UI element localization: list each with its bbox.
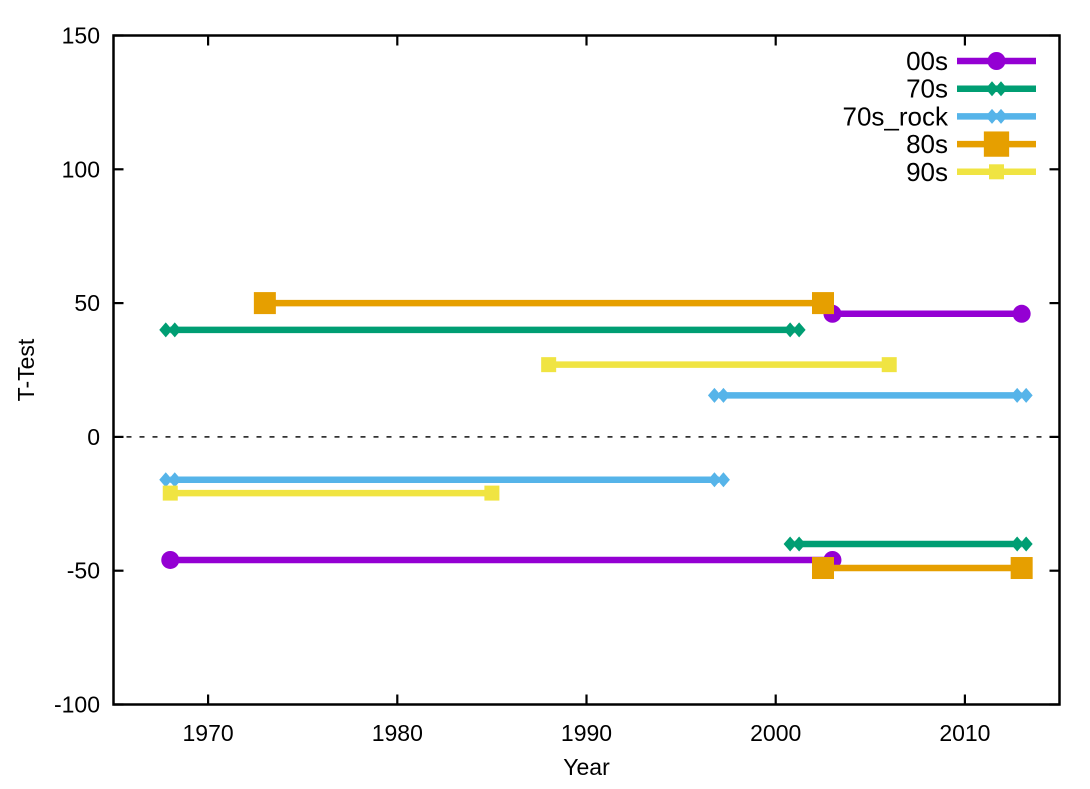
legend-label-00s: 00s: [906, 46, 948, 76]
marker-double-diamond: [783, 536, 806, 552]
marker-small-square: [541, 357, 557, 373]
marker-square: [983, 131, 1010, 157]
y-tick-label: -100: [54, 692, 100, 718]
x-tick-label: 1980: [372, 720, 423, 746]
y-axis-label: T-Test: [13, 338, 39, 401]
marker-double-diamond: [1010, 387, 1033, 403]
y-tick-label: 50: [74, 290, 100, 316]
legend-label-90s: 90s: [906, 157, 948, 187]
x-tick-label: 1970: [183, 720, 234, 746]
marker-square: [812, 557, 834, 580]
marker-double-diamond: [783, 322, 806, 338]
marker-square: [812, 292, 834, 315]
marker-double-diamond: [985, 108, 1008, 124]
plot-border: [112, 34, 1061, 706]
y-tick-label: -50: [67, 558, 100, 584]
marker-circle: [161, 550, 180, 569]
marker-double-diamond: [159, 322, 182, 338]
marker-small-square: [484, 485, 500, 501]
x-tick-label: 2010: [939, 720, 990, 746]
y-tick-label: 100: [62, 156, 100, 182]
marker-square: [1010, 557, 1033, 580]
marker-small-square: [881, 357, 897, 373]
x-tick-label: 1990: [561, 720, 612, 746]
marker-circle: [1012, 304, 1031, 323]
marker-double-diamond: [985, 81, 1008, 97]
marker-double-diamond: [707, 472, 730, 488]
y-tick-label: 0: [87, 424, 100, 450]
y-tick-label: 150: [62, 23, 100, 49]
marker-double-diamond: [1010, 536, 1033, 552]
x-tick-label: 2000: [750, 720, 801, 746]
legend-label-70s: 70s: [906, 74, 948, 104]
x-axis-label: Year: [563, 754, 610, 780]
marker-circle: [987, 52, 1006, 70]
marker-square: [253, 292, 276, 315]
marker-double-diamond: [159, 472, 182, 488]
legend-label-70s_rock: 70s_rock: [843, 101, 949, 131]
marker-small-square: [162, 485, 178, 501]
marker-double-diamond: [707, 387, 730, 403]
legend-label-80s: 80s: [906, 129, 948, 159]
marker-small-square: [989, 164, 1004, 180]
